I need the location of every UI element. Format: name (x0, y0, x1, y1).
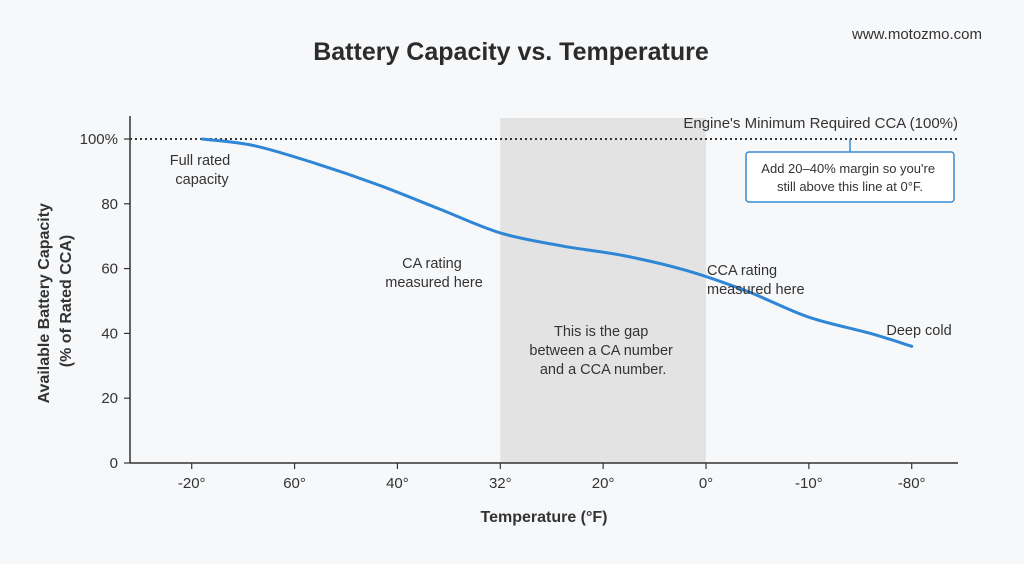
x-tick-label: 32° (489, 475, 512, 492)
annotation-ca-rating: CA rating measured here (385, 256, 483, 291)
brand-url: www.motozmo.com (851, 26, 982, 43)
annotation-cca-rating: CCA rating measured here (707, 263, 805, 298)
y-tick-label: 100% (80, 131, 118, 148)
x-tick-label: -80° (898, 475, 926, 492)
x-tick-label: -20° (178, 475, 206, 492)
x-tick-label: -10° (795, 475, 823, 492)
y-tick-label: 20 (101, 390, 118, 407)
y-axis-title: Available Battery Capacity (% of Rated C… (36, 199, 75, 404)
annotation-line: measured here (707, 282, 805, 298)
annotation-deep-cold: Deep cold (886, 323, 951, 339)
x-axis-title: Temperature (°F) (480, 509, 607, 526)
annotation-line: CA rating (402, 256, 462, 272)
gap-label-line-3: and a CCA number. (540, 362, 667, 378)
y-tick-label: 60 (101, 261, 118, 278)
gap-label-line-2: between a CA number (529, 343, 673, 359)
annotation-line: capacity (175, 172, 229, 188)
callout-text: Add 20–40% margin so you're still above … (761, 161, 938, 194)
callout-box (745, 151, 955, 203)
margin-callout: Add 20–40% margin so you're still above … (745, 139, 955, 203)
min-cca-reference-label: Engine's Minimum Required CCA (100%) (683, 115, 958, 132)
annotation-full-rated-capacity: Full rated capacity (170, 153, 234, 188)
callout-line-2: still above this line at 0°F. (777, 179, 923, 194)
y-title-line-1: Available Battery Capacity (36, 203, 53, 403)
annotation-line: CCA rating (707, 263, 777, 279)
annotation-line: measured here (385, 275, 483, 291)
x-ticks: -20° 60° 40° 32° 20° 0° -10° -80° (178, 463, 926, 492)
x-tick-label: 40° (386, 475, 409, 492)
gap-label-line-1: This is the gap (554, 324, 648, 340)
annotation-line: Deep cold (886, 323, 951, 339)
x-tick-label: 20° (592, 475, 615, 492)
x-tick-label: 60° (283, 475, 306, 492)
y-tick-label: 80 (101, 196, 118, 213)
y-tick-label: 40 (101, 325, 118, 342)
callout-line-1: Add 20–40% margin so you're (761, 161, 935, 176)
capacity-series-line (200, 137, 914, 348)
chart-title: Battery Capacity vs. Temperature (313, 38, 709, 66)
gap-shaded-region (500, 118, 706, 463)
y-tick-label: 0 (110, 455, 118, 472)
annotation-line: Full rated (170, 153, 230, 169)
y-ticks: 0 20 40 60 80 100% (80, 131, 130, 472)
gap-region-label: This is the gap between a CA number and … (529, 324, 677, 378)
y-title-line-2: (% of Rated CCA) (58, 235, 75, 367)
x-tick-label: 0° (699, 475, 713, 492)
